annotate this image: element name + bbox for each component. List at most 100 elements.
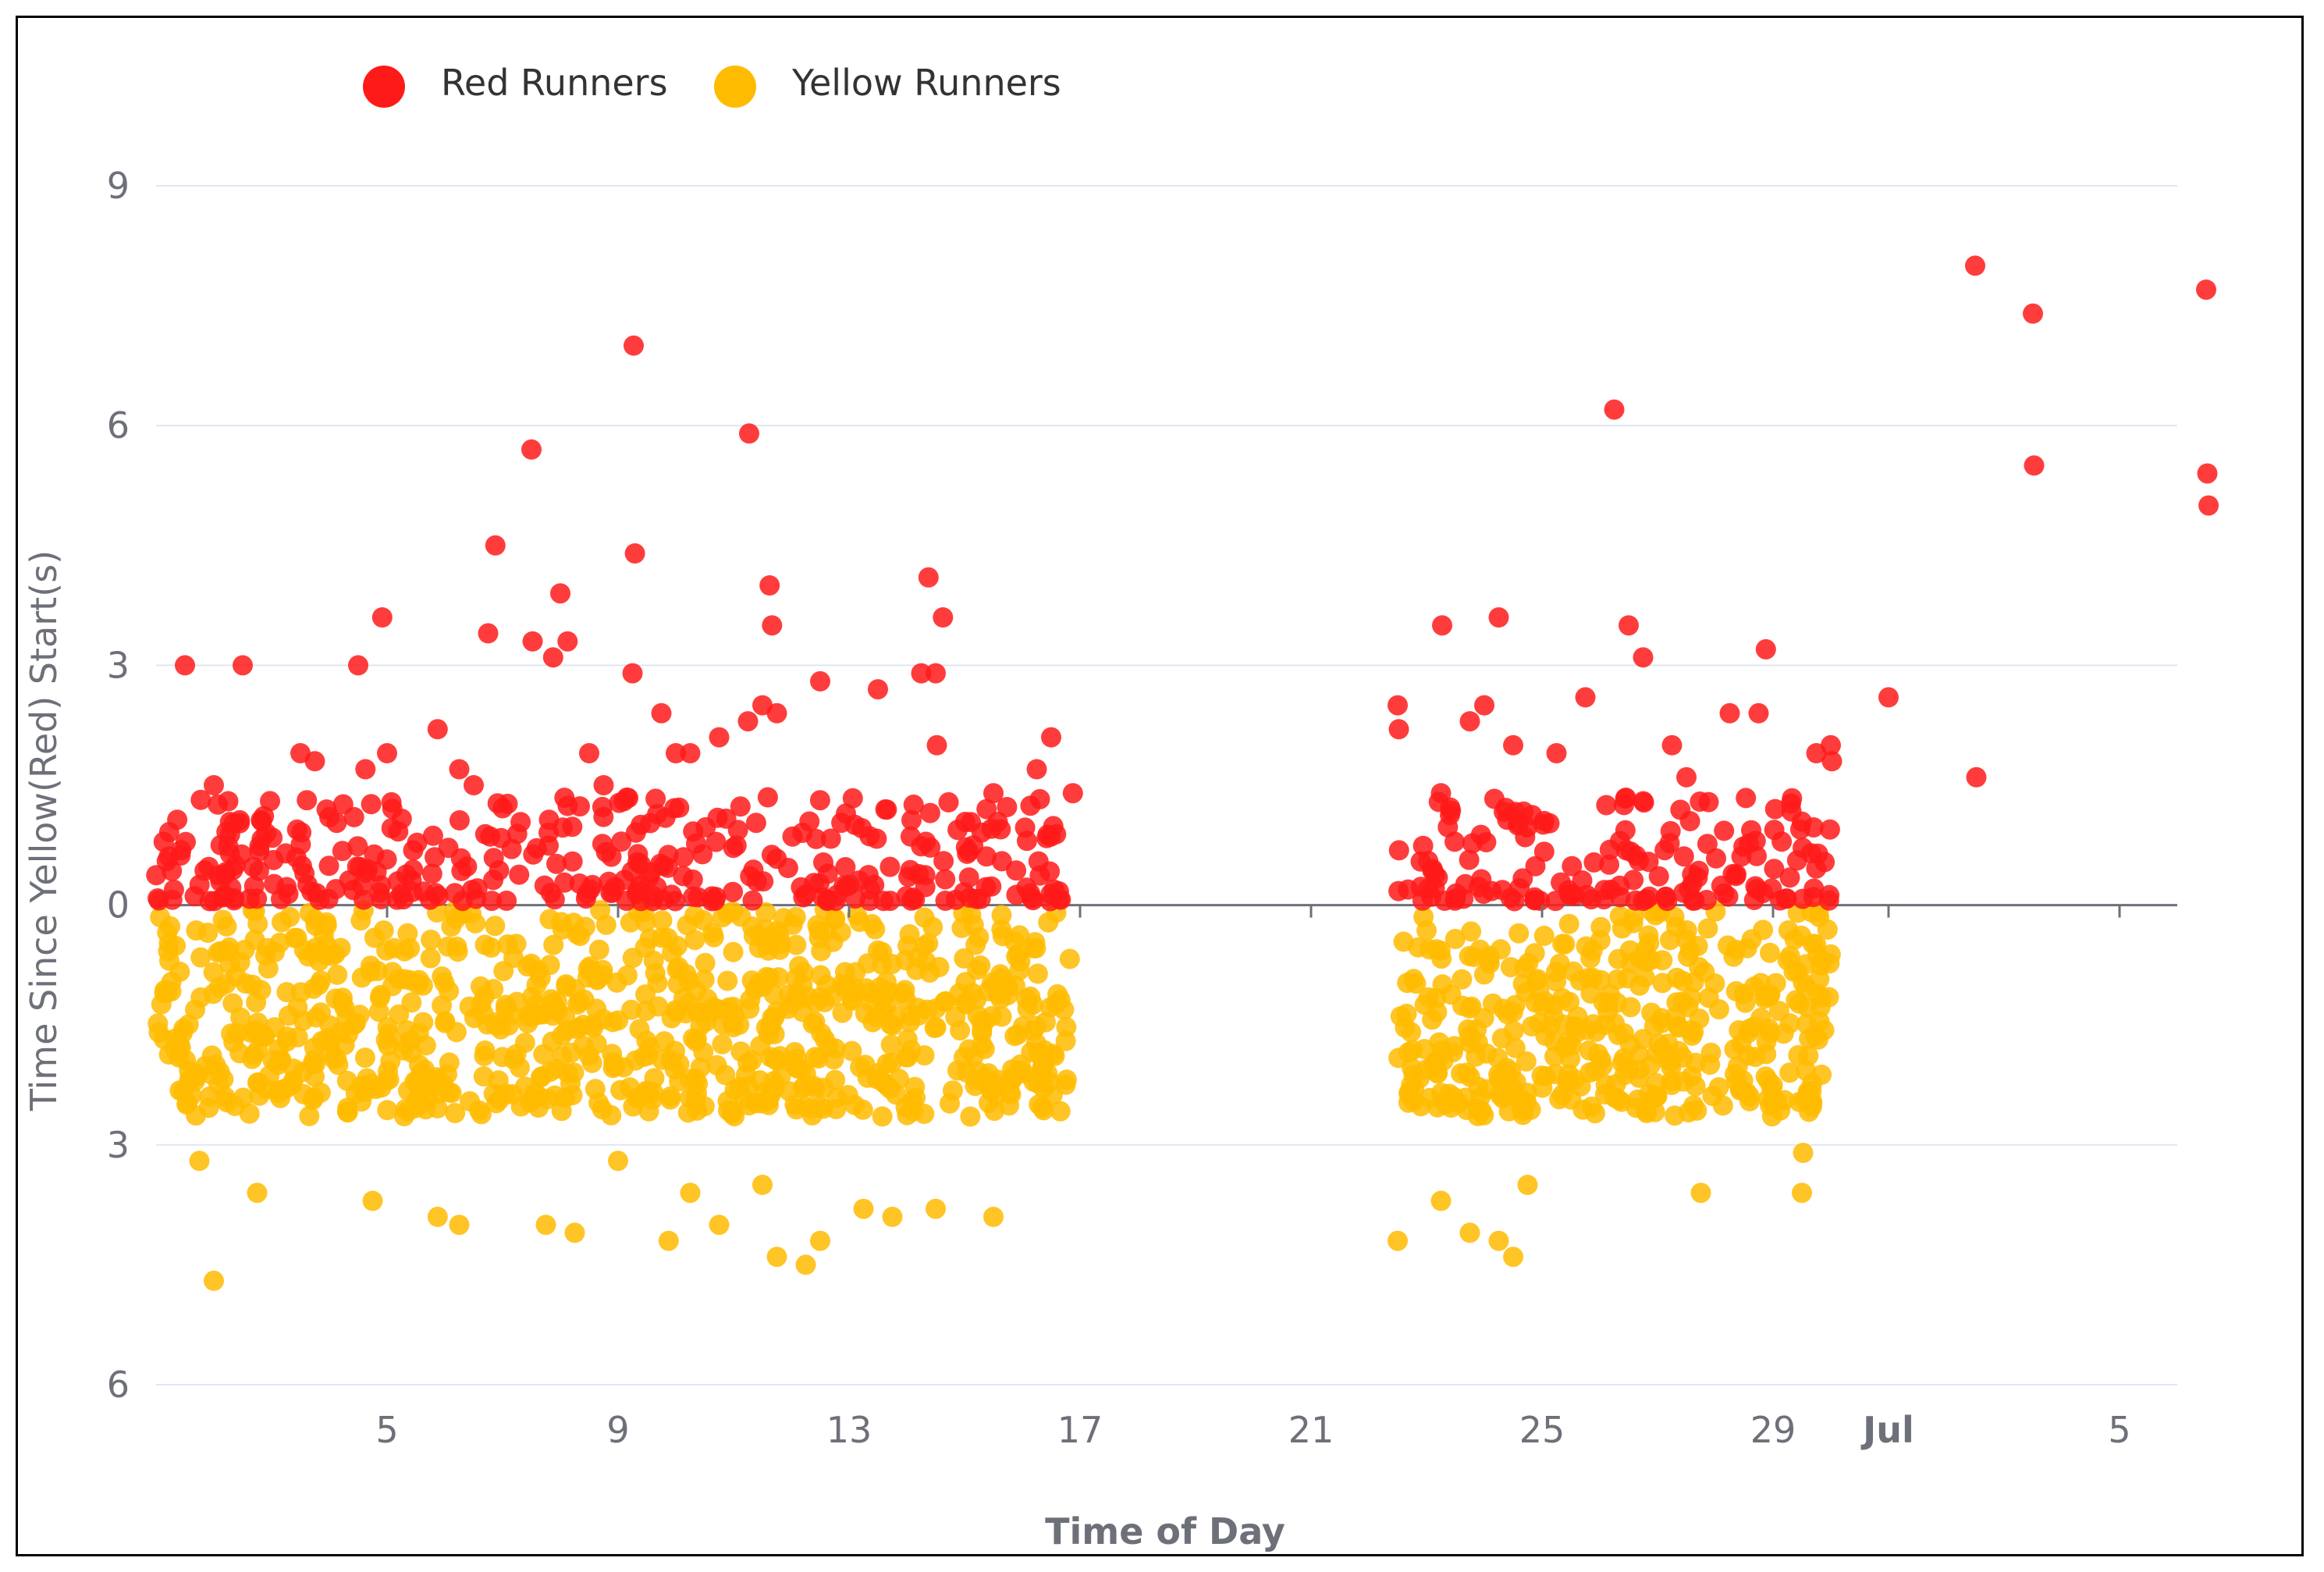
- legend[interactable]: Red Runners Yellow Runners: [363, 62, 1061, 108]
- yellow-runner-point: [1626, 1097, 1647, 1119]
- red-runner-point: [570, 796, 590, 817]
- yellow-runner-point: [244, 930, 265, 951]
- red-runner-point: [1965, 255, 1985, 276]
- yellow-runner-point: [1687, 936, 1708, 956]
- yellow-runner-point: [1034, 1040, 1055, 1061]
- red-runner-point: [1878, 687, 1899, 708]
- yellow-runner-point: [805, 1011, 826, 1032]
- yellow-runner-point: [1794, 1089, 1815, 1110]
- red-runner-point: [153, 831, 174, 852]
- red-runner-point: [146, 865, 167, 886]
- red-runner-point: [1562, 855, 1583, 877]
- yellow-runner-point: [1560, 1048, 1581, 1069]
- yellow-runner-point: [1456, 1062, 1477, 1083]
- red-runner-point: [371, 607, 393, 628]
- yellow-runner-point: [644, 1068, 665, 1089]
- red-runner-point: [1041, 727, 1061, 748]
- red-runner-point: [204, 891, 225, 912]
- yellow-runner-point: [940, 1093, 960, 1114]
- red-runner-point: [955, 837, 976, 858]
- yellow-runner-point: [795, 1254, 816, 1275]
- red-runner-point: [1688, 860, 1709, 881]
- yellow-runner-point: [1552, 934, 1573, 955]
- yellow-runner-point: [305, 1054, 325, 1075]
- yellow-runner-point: [427, 1097, 448, 1119]
- yellow-runner-point: [310, 1082, 331, 1103]
- yellow-runner-point: [173, 1018, 194, 1039]
- yellow-runner-point: [755, 902, 776, 923]
- yellow-runner-point: [229, 1043, 251, 1064]
- yellow-runner-point: [1652, 950, 1673, 971]
- red-runner-point: [403, 859, 424, 880]
- red-runner-point: [903, 794, 924, 815]
- red-runner-point: [743, 859, 764, 880]
- yellow-runner-point: [219, 937, 240, 958]
- yellow-runner-point: [1724, 1039, 1745, 1060]
- yellow-runner-point: [208, 977, 229, 998]
- yellow-runner-point: [1527, 969, 1548, 990]
- yellow-runner-point: [882, 1207, 903, 1227]
- red-runner-point: [716, 808, 737, 829]
- yellow-runner-point: [1025, 932, 1046, 953]
- yellow-runner-point: [1745, 1047, 1766, 1068]
- red-runner-point: [1782, 788, 1803, 809]
- yellow-runner-point: [308, 974, 329, 995]
- red-runner-point: [1029, 788, 1050, 809]
- red-runner-point: [611, 831, 632, 852]
- red-runner-point: [304, 751, 325, 772]
- yellow-runner-point: [1430, 1190, 1452, 1211]
- yellow-runner-point: [712, 1033, 733, 1055]
- yellow-runner-point: [862, 914, 883, 934]
- yellow-runner-point: [1517, 1175, 1538, 1195]
- red-runner-point: [2024, 455, 2045, 476]
- red-runner-point: [1388, 840, 1409, 861]
- yellow-runner-point: [1503, 1020, 1524, 1041]
- yellow-runner-point: [903, 1101, 924, 1122]
- legend-item-red[interactable]: Red Runners: [363, 62, 668, 108]
- red-runner-point: [820, 828, 841, 849]
- red-runner-point: [1533, 810, 1555, 831]
- yellow-runner-point: [1413, 906, 1434, 927]
- yellow-runner-point: [1055, 1030, 1076, 1051]
- yellow-runner-point: [960, 1106, 981, 1127]
- yellow-runner-point: [1661, 1070, 1682, 1091]
- yellow-runner-point: [437, 1064, 457, 1085]
- yellow-runner-point: [1016, 988, 1037, 1009]
- red-runner-point: [983, 783, 1004, 804]
- yellow-runner-point: [1027, 963, 1048, 984]
- yellow-runner-point: [319, 1015, 340, 1036]
- red-runner-point: [997, 797, 1018, 817]
- red-runner-point: [204, 775, 224, 795]
- red-runner-point: [381, 818, 402, 839]
- yellow-runner-point: [642, 1089, 663, 1110]
- yellow-runner-point: [1729, 1020, 1750, 1040]
- yellow-runner-point: [983, 1207, 1004, 1227]
- yellow-runner-point: [1050, 1101, 1071, 1122]
- red-runner-point: [319, 807, 339, 827]
- red-runner-point: [190, 789, 211, 810]
- yellow-runner-point: [761, 1015, 782, 1036]
- yellow-runner-point: [639, 928, 660, 949]
- red-runner-point: [1583, 852, 1604, 873]
- yellow-runner-point: [483, 979, 504, 1000]
- yellow-runner-point: [506, 934, 527, 955]
- yellow-runner-point: [367, 961, 388, 981]
- red-runner-point: [1722, 863, 1743, 884]
- red-runner-point: [1596, 795, 1617, 816]
- legend-marker-red: [363, 66, 405, 108]
- yellow-runner-point: [514, 1033, 535, 1053]
- red-runner-point: [1789, 819, 1811, 840]
- yellow-runner-point: [1802, 934, 1823, 955]
- red-runner-point: [1821, 751, 1842, 772]
- yellow-runner-point: [782, 914, 803, 935]
- yellow-runner-point: [929, 957, 950, 977]
- yellow-runner-point: [680, 1183, 701, 1204]
- yellow-runner-point: [1558, 913, 1580, 934]
- legend-item-yellow[interactable]: Yellow Runners: [714, 62, 1061, 108]
- yellow-runner-point: [304, 1037, 325, 1058]
- red-runner-point: [692, 844, 713, 865]
- red-runner-point: [332, 794, 354, 815]
- yellow-runner-point: [187, 1064, 208, 1084]
- yellow-runner-point: [276, 982, 297, 1003]
- yellow-runner-point: [397, 923, 418, 944]
